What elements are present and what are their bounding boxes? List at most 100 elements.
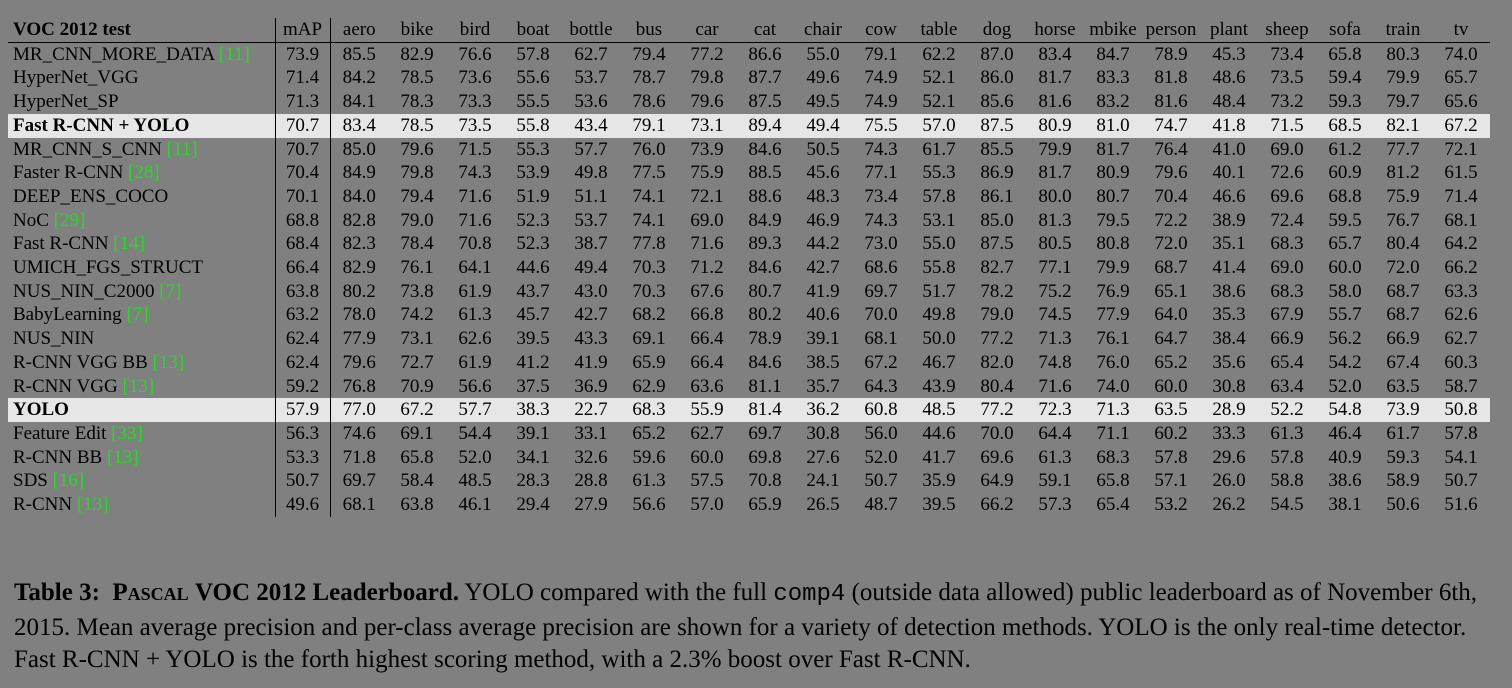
score-cell: 24.1 bbox=[806, 470, 840, 492]
reference: [14] bbox=[113, 233, 145, 255]
score-cell: 79.9 bbox=[1386, 67, 1420, 89]
score-cell: 48.4 bbox=[1212, 91, 1246, 113]
score-cell: 51.1 bbox=[574, 185, 608, 207]
score-cell: 53.7 bbox=[574, 67, 608, 89]
score-cell: 33.1 bbox=[574, 422, 608, 444]
caption: Table 3: Pascal VOC 2012 Leaderboard. YO… bbox=[14, 577, 1504, 677]
table-row: UMICH_FGS_STRUCT 66.4 82.9 76.1 64.1 44.6 49.4… bbox=[8, 256, 1490, 280]
score-cell: 53.9 bbox=[516, 162, 550, 184]
score-cell: 52.0 bbox=[1328, 375, 1362, 397]
method-cell: MR_CNN_MORE_DATA [11] bbox=[8, 42, 276, 67]
score-cell: 83.3 bbox=[1096, 67, 1130, 89]
score-cell: 38.4 bbox=[1212, 328, 1246, 350]
table-row: Feature Edit [33] 56.3 74.6 69.1 54.4 39.1 33.… bbox=[8, 421, 1490, 446]
score-cell: 81.0 bbox=[1084, 113, 1142, 138]
score-cell: 48.7 bbox=[864, 494, 898, 516]
method-cell: HyperNet_VGG bbox=[8, 66, 276, 91]
score-cell: 80.3 bbox=[1386, 43, 1420, 65]
method-cell: R-CNN VGG BB [13] bbox=[8, 350, 276, 375]
method-name: MR_CNN_S_CNN bbox=[13, 138, 162, 160]
score-cell: 56.3 bbox=[275, 421, 331, 446]
score-cell: 29.4 bbox=[516, 494, 550, 516]
score-cell: 74.1 bbox=[632, 209, 666, 231]
score-cell: 58.9 bbox=[1386, 470, 1420, 492]
score-cell: 60.0 bbox=[1154, 375, 1188, 397]
score-cell: 72.1 bbox=[1444, 138, 1478, 160]
score-cell: 86.6 bbox=[748, 43, 782, 65]
score-cell: 52.3 bbox=[516, 209, 550, 231]
score-cell: 34.1 bbox=[516, 446, 550, 468]
score-cell: 38.3 bbox=[504, 398, 562, 422]
score-cell: 65.9 bbox=[748, 494, 782, 516]
score-cell: 77.5 bbox=[632, 162, 666, 184]
score-cell: 84.7 bbox=[1096, 43, 1130, 65]
score-cell: 37.5 bbox=[516, 375, 550, 397]
score-cell: 44.6 bbox=[922, 422, 956, 444]
score-cell: 61.9 bbox=[458, 351, 492, 373]
score-cell: 41.2 bbox=[516, 351, 550, 373]
method-cell: R-CNN BB [13] bbox=[8, 445, 276, 470]
score-cell: 50.5 bbox=[806, 138, 840, 160]
method-name: R-CNN BB bbox=[13, 446, 103, 468]
score-cell: 82.9 bbox=[400, 43, 434, 65]
score-cell: 73.8 bbox=[400, 280, 434, 302]
method-cell: NoC [29] bbox=[8, 208, 276, 233]
score-cell: 74.9 bbox=[864, 91, 898, 113]
score-cell: 81.1 bbox=[748, 375, 782, 397]
score-cell: 63.4 bbox=[1270, 375, 1304, 397]
score-cell: 70.1 bbox=[275, 184, 331, 209]
score-cell: 63.8 bbox=[275, 279, 331, 304]
score-cell: 56.0 bbox=[864, 422, 898, 444]
score-cell: 53.7 bbox=[574, 209, 608, 231]
reference: [13] bbox=[122, 375, 155, 397]
column-header: chair bbox=[794, 18, 852, 43]
score-cell: 73.6 bbox=[458, 67, 492, 89]
score-cell: 82.8 bbox=[342, 209, 376, 231]
score-cell: 82.1 bbox=[1374, 113, 1432, 138]
score-cell: 62.4 bbox=[275, 350, 331, 375]
score-cell: 45.7 bbox=[516, 304, 550, 326]
score-cell: 51.9 bbox=[516, 185, 550, 207]
method-cell: Feature Edit [33] bbox=[8, 421, 276, 446]
score-cell: 73.5 bbox=[1270, 67, 1304, 89]
score-cell: 78.0 bbox=[342, 304, 376, 326]
score-cell: 88.5 bbox=[748, 162, 782, 184]
score-cell: 57.3 bbox=[1038, 494, 1072, 516]
score-cell: 73.2 bbox=[1270, 91, 1304, 113]
score-cell: 74.8 bbox=[1038, 351, 1072, 373]
score-cell: 55.8 bbox=[922, 257, 956, 279]
score-cell: 49.6 bbox=[275, 493, 331, 517]
score-cell: 65.7 bbox=[1328, 233, 1362, 255]
reference: [33] bbox=[111, 422, 143, 444]
method-name: HyperNet_VGG bbox=[13, 67, 139, 89]
score-cell: 62.6 bbox=[1444, 304, 1478, 326]
score-cell: 79.0 bbox=[400, 209, 434, 231]
column-header: bottle bbox=[562, 18, 620, 43]
score-cell: 75.9 bbox=[1386, 185, 1420, 207]
score-cell: 77.1 bbox=[864, 162, 898, 184]
score-cell: 73.9 bbox=[1374, 398, 1432, 422]
score-cell: 74.0 bbox=[1444, 43, 1478, 65]
score-cell: 69.7 bbox=[342, 470, 376, 492]
score-cell: 71.5 bbox=[1258, 113, 1316, 138]
score-cell: 73.0 bbox=[864, 233, 898, 255]
table-row: NoC [29] 68.8 82.8 79.0 71.6 52.3 53.7 74.1 69.0… bbox=[8, 208, 1490, 233]
score-cell: 75.9 bbox=[690, 162, 724, 184]
score-cell: 76.0 bbox=[1096, 351, 1130, 373]
method-name: Feature Edit bbox=[13, 422, 107, 444]
caption-text: (outside data allowed) public leaderboar… bbox=[14, 579, 1478, 673]
score-cell: 51.7 bbox=[922, 280, 956, 302]
reference: [28] bbox=[128, 162, 160, 184]
score-cell: 54.1 bbox=[1444, 446, 1478, 468]
reference: [7] bbox=[126, 304, 149, 326]
score-cell: 73.1 bbox=[678, 113, 736, 138]
score-cell: 83.4 bbox=[330, 113, 388, 138]
score-cell: 28.9 bbox=[1200, 398, 1258, 422]
score-cell: 70.4 bbox=[275, 161, 331, 185]
score-cell: 72.0 bbox=[1154, 233, 1188, 255]
score-cell: 35.3 bbox=[1212, 304, 1246, 326]
score-cell: 59.1 bbox=[1038, 470, 1072, 492]
score-cell: 57.1 bbox=[1154, 470, 1188, 492]
score-cell: 85.0 bbox=[342, 138, 376, 160]
score-cell: 58.8 bbox=[1270, 470, 1304, 492]
